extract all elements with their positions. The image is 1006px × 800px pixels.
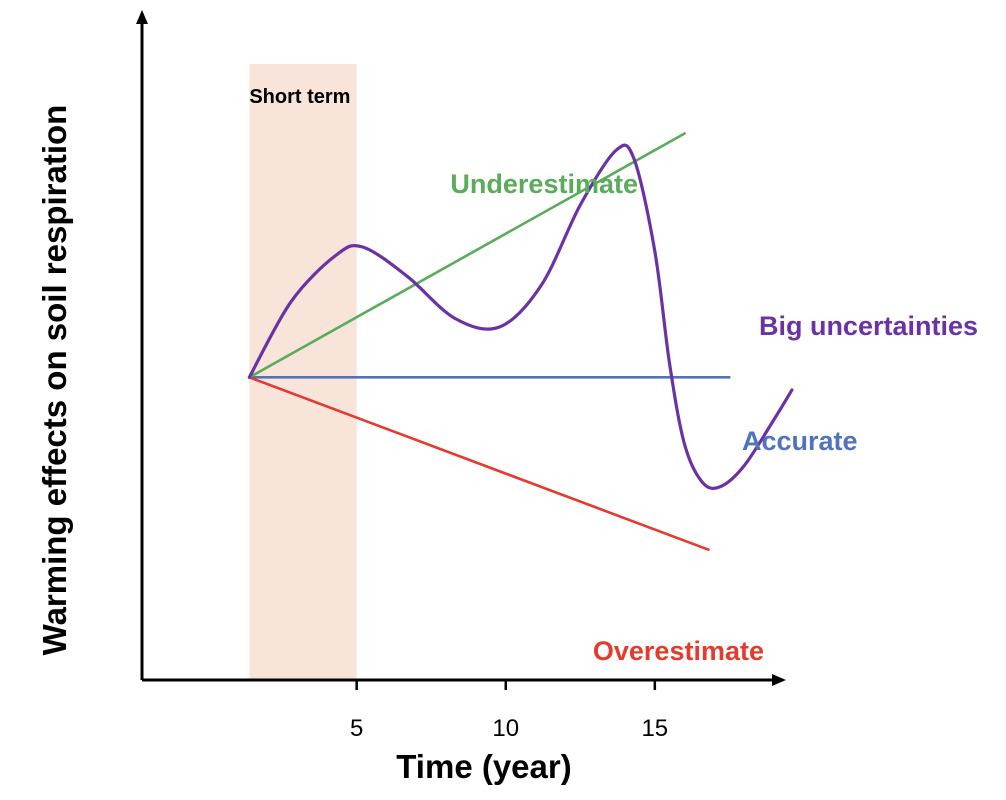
x-axis-arrow <box>772 674 786 686</box>
series-line-big-uncertainties <box>247 143 794 490</box>
series-label-overestimate: Overestimate <box>593 636 764 666</box>
series-line-underestimate <box>248 132 686 379</box>
y-axis-label: Warming effects on soil respiration <box>36 105 73 656</box>
ticks-layer: 5 10 15 <box>350 680 668 742</box>
labels-layer: Underestimate Accurate Overestimate Big unc… <box>450 169 978 666</box>
series-layer <box>247 132 794 551</box>
series-label-underestimate: Underestimate <box>450 169 638 199</box>
x-tick-label: 5 <box>350 715 363 742</box>
y-axis-arrow <box>136 10 148 24</box>
x-axis-label: Time (year) <box>396 748 571 785</box>
short-term-label: Short term <box>249 86 350 108</box>
series-line-overestimate <box>248 376 710 551</box>
short-term-region <box>249 64 357 680</box>
series-label-big-uncertainties: Big uncertainties <box>759 311 978 341</box>
series-label-accurate: Accurate <box>742 426 858 456</box>
x-tick-label: 10 <box>492 715 519 742</box>
x-tick-label: 15 <box>641 715 668 742</box>
